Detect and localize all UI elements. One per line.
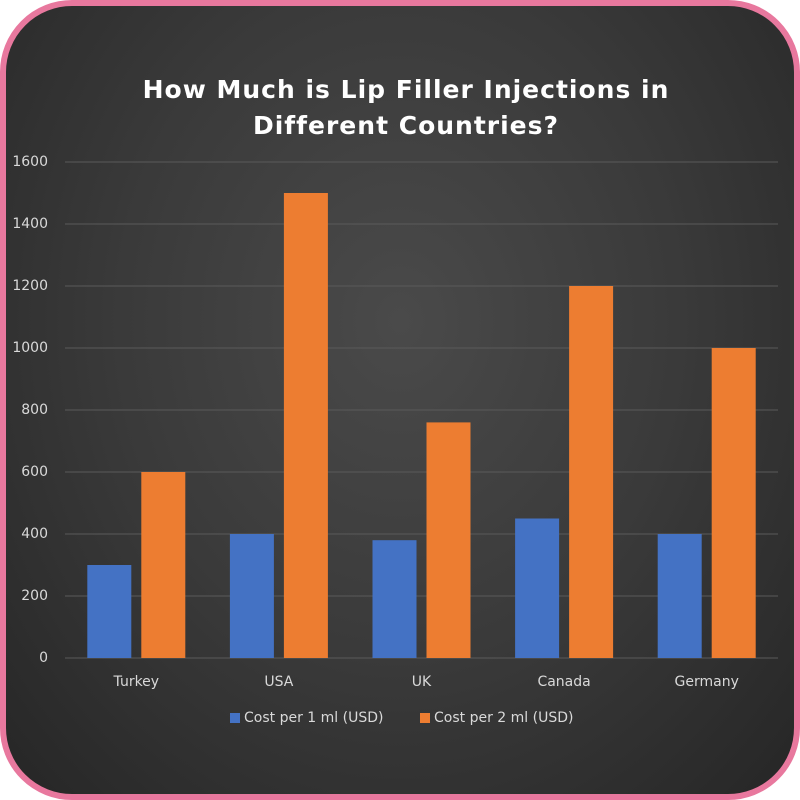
legend-label: Cost per 2 ml (USD) bbox=[434, 710, 573, 726]
y-tick-label: 1000 bbox=[12, 340, 48, 356]
legend-swatch bbox=[230, 713, 240, 723]
y-tick-label: 400 bbox=[21, 526, 48, 542]
x-tick-label: Canada bbox=[537, 674, 590, 690]
bar bbox=[229, 534, 274, 658]
y-tick-label: 0 bbox=[39, 650, 48, 666]
bar bbox=[711, 348, 756, 658]
legend-label: Cost per 1 ml (USD) bbox=[244, 710, 383, 726]
x-tick-label: Turkey bbox=[113, 674, 160, 690]
y-tick-label: 1400 bbox=[12, 216, 48, 232]
bar bbox=[283, 193, 328, 658]
bar bbox=[657, 534, 702, 658]
bar bbox=[87, 565, 132, 658]
bar bbox=[426, 422, 471, 658]
chart-title: How Much is Lip Filler Injections in Dif… bbox=[142, 75, 670, 140]
y-tick-label: 200 bbox=[21, 588, 48, 604]
x-tick-label: USA bbox=[264, 674, 293, 690]
y-tick-label: 1200 bbox=[12, 278, 48, 294]
bar bbox=[569, 286, 614, 658]
bar bbox=[141, 472, 186, 658]
x-tick-label: UK bbox=[412, 674, 432, 690]
chart: 0 200 400 600 800 1000 1200 1400 1600 Turkey USA UK… bbox=[12, 154, 778, 726]
bar bbox=[515, 518, 560, 658]
y-tick-label: 1600 bbox=[12, 154, 48, 170]
legend-swatch bbox=[420, 713, 430, 723]
y-tick-label: 600 bbox=[21, 464, 48, 480]
bar bbox=[372, 540, 417, 658]
x-tick-label: Germany bbox=[675, 674, 739, 690]
y-tick-label: 800 bbox=[21, 402, 48, 418]
